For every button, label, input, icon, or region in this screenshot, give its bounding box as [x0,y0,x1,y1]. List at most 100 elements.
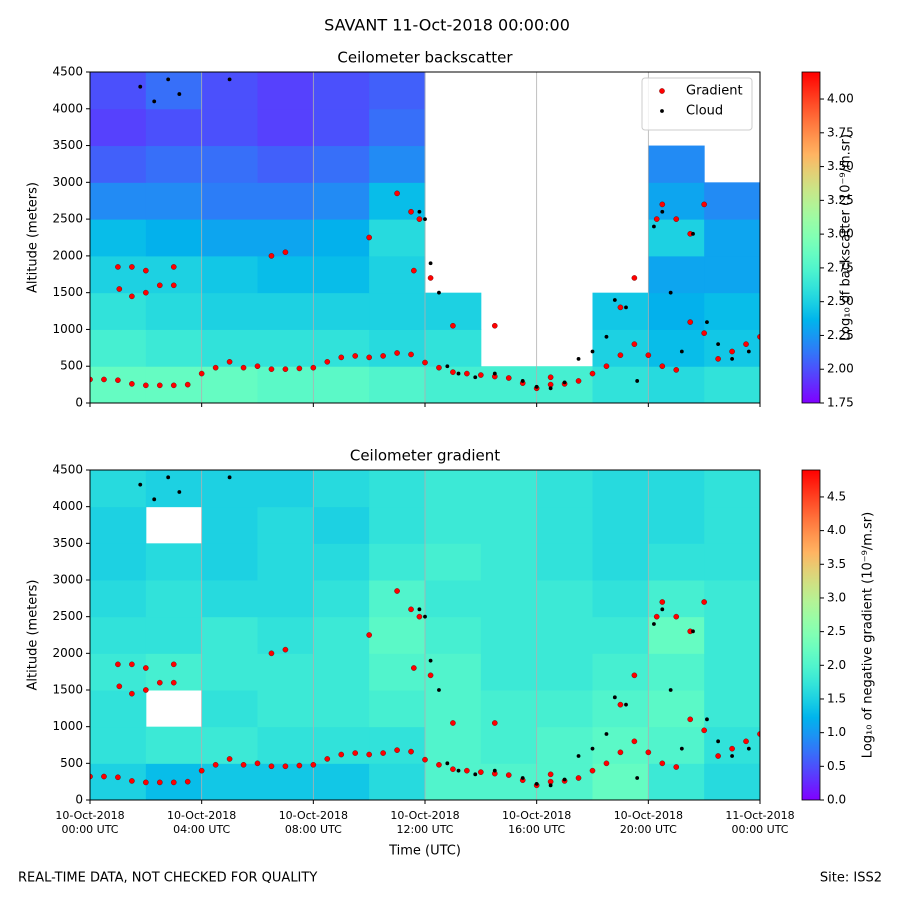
scatter-point [562,777,567,782]
scatter-point [701,727,707,734]
y-tick-label: 4500 [52,65,83,79]
heatmap-cell [145,145,203,183]
heatmap-cell [425,580,482,618]
scatter-point [394,350,400,356]
scatter-point [411,267,417,274]
scatter-point [478,769,484,775]
y-tick-label: 0 [75,396,83,410]
scatter-point [212,762,219,768]
heatmap-cell [704,653,760,691]
heatmap-cell [425,726,482,764]
scatter-point [635,776,640,780]
heatmap-cell [257,506,314,544]
colorbar-tick-label: 4.00 [827,92,854,106]
scatter-point [631,738,638,745]
heatmap-cell [201,690,258,728]
scatter-point [520,776,525,780]
heatmap-cell [257,470,314,508]
scatter-point [170,679,177,686]
scatter-point [394,747,400,753]
colorbar [801,71,821,404]
heatmap-cell [704,219,760,257]
scatter-point [757,731,760,737]
scatter-point [115,264,121,270]
scatter-point [152,99,157,104]
scatter-point [115,661,121,668]
scatter-point [170,779,177,786]
scatter-point [380,353,386,359]
scatter-point [184,381,191,388]
colorbar-tick-label: 4.0 [827,523,846,537]
heatmap-cell [648,616,705,654]
heatmap-cell [369,470,426,508]
scatter-point [464,370,470,377]
colorbar-tick-label: 2.00 [827,362,854,376]
scatter-point [170,282,177,289]
colorbar-tick-label: 3.00 [827,227,854,241]
heatmap-cell [90,616,147,654]
scatter-point [547,374,554,381]
heatmap-cell [592,329,649,367]
heatmap-cell [313,255,370,294]
colorbar-tick-label: 3.25 [827,193,854,207]
scatter-point [129,293,135,300]
heatmap-cell [536,506,593,544]
scatter-point [491,720,498,726]
heatmap-cell [648,506,705,544]
heatmap-cell [536,580,593,618]
heatmap-cell [592,470,649,508]
legend-marker [660,109,664,113]
scatter-point [691,629,695,634]
scatter-point [240,762,247,768]
heatmap-cell [369,726,426,764]
scatter-point [660,209,665,214]
scatter-point [505,375,512,381]
scatter-point [408,606,414,613]
heatmap-cell [648,292,705,330]
scatter-point [660,607,665,612]
heatmap-cell [425,470,482,508]
scatter-point [450,369,456,375]
scatter-point [408,208,414,215]
heatmap-cell [313,506,370,544]
heatmap-cell [90,470,147,508]
heatmap-cell [425,653,482,691]
scatter-point [198,767,205,774]
heatmap-cell [536,543,593,581]
scatter-point [268,650,275,657]
plot-area [90,72,760,403]
colorbar [801,469,821,801]
y-tick-label: 500 [60,359,83,373]
y-tick-label: 2500 [52,609,83,623]
heatmap-cell [201,543,258,581]
scatter-point [716,342,721,347]
scatter-point [101,773,107,780]
y-tick-label: 2000 [52,248,83,262]
heatmap-cell [704,726,760,764]
scatter-point [116,683,123,690]
heatmap-cell [704,506,760,544]
scatter-point [534,384,539,389]
scatter-point [730,754,734,758]
y-tick-label: 1500 [52,285,83,299]
scatter-point [653,216,660,222]
scatter-point [177,490,182,494]
heatmap-cell [648,255,705,294]
heatmap-cell [704,292,760,330]
scatter-point [701,330,707,336]
scatter-point [705,717,709,722]
heatmap-cell [90,543,147,581]
heatmap-cell [425,543,482,581]
colorbar-label: Log₁₀ of backscatter (10⁻⁹/m.sr) [839,134,854,341]
scatter-point [226,359,233,365]
heatmap-cell [369,580,426,618]
scatter-point [417,209,422,214]
scatter-point [366,632,372,638]
scatter-point [227,77,232,82]
heatmap-cell [313,616,370,654]
y-tick-label: 3500 [52,138,83,152]
y-tick-label: 4000 [52,499,83,513]
y-tick-label: 3500 [52,536,83,550]
heatmap-cell [704,580,760,618]
scatter-point [352,353,359,359]
